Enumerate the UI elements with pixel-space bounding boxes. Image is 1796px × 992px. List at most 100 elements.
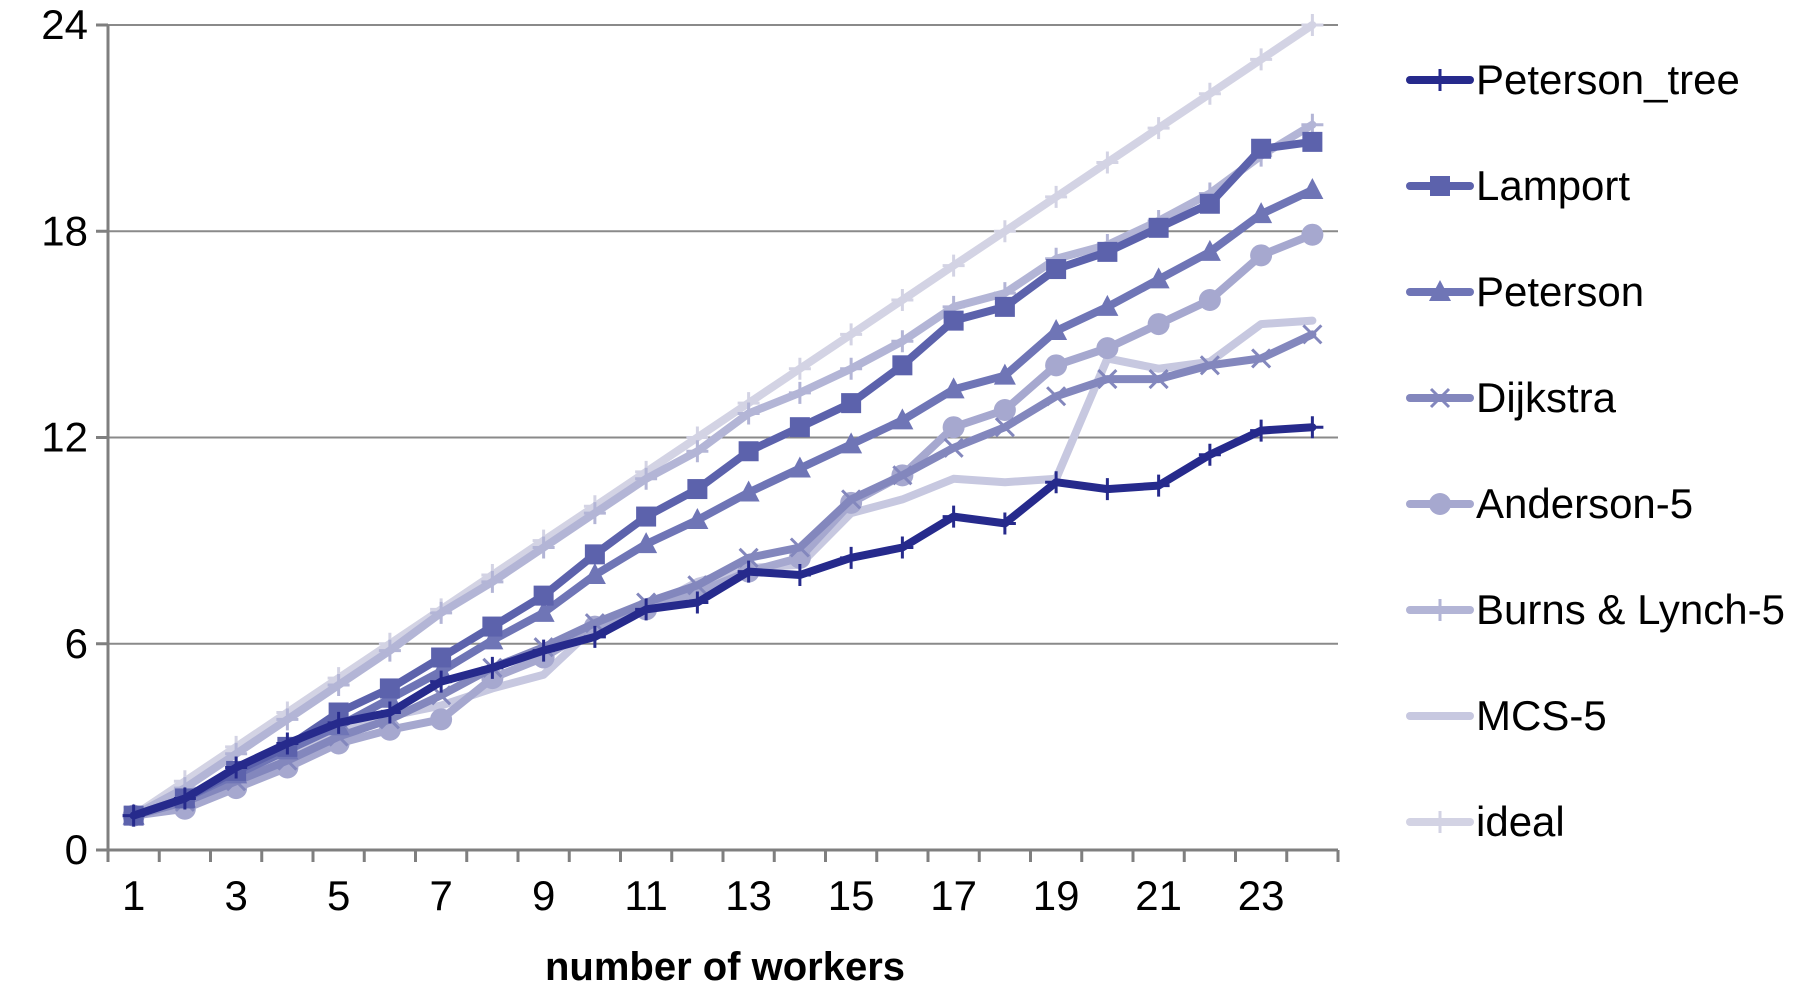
series-line	[129, 186, 1317, 820]
data-point	[378, 701, 401, 724]
data-point	[841, 393, 862, 414]
data-point	[993, 220, 1016, 243]
legend-marker	[1429, 387, 1451, 409]
data-point	[737, 560, 760, 583]
data-point	[993, 512, 1016, 535]
data-point	[1045, 471, 1068, 494]
data-point	[173, 787, 196, 810]
data-point	[1250, 48, 1273, 71]
y-tick-label: 12	[41, 414, 88, 461]
data-point	[379, 678, 400, 699]
data-point	[892, 465, 913, 486]
legend-label: Lamport	[1476, 162, 1630, 209]
data-point	[1045, 354, 1068, 377]
data-point	[738, 547, 759, 568]
data-point	[943, 310, 964, 331]
data-point	[687, 479, 708, 500]
data-point	[942, 254, 965, 277]
legend: Peterson_tree Lamport Peterson Dijkstra Ande…	[1406, 56, 1785, 845]
data-point	[994, 417, 1015, 438]
data-point	[481, 570, 504, 593]
legend-marker	[1429, 280, 1451, 301]
legend-marker	[1429, 811, 1451, 833]
x-tick-label: 7	[429, 872, 452, 919]
data-point	[840, 357, 863, 380]
data-point	[942, 505, 965, 528]
data-point	[327, 674, 350, 696]
data-point	[840, 432, 863, 454]
data-point	[1302, 131, 1323, 152]
data-point	[1147, 117, 1170, 140]
legend-label: Anderson-5	[1476, 480, 1693, 527]
data-point	[430, 708, 453, 731]
data-point	[276, 732, 299, 755]
data-point	[993, 363, 1016, 385]
data-point	[1301, 14, 1324, 36]
data-point	[1096, 294, 1119, 316]
x-tick-label: 15	[828, 872, 875, 919]
data-point	[481, 656, 504, 679]
legend-label: Peterson	[1476, 268, 1644, 315]
data-point	[532, 536, 555, 559]
x-tick-label: 17	[930, 872, 977, 919]
legend-item: Peterson_tree	[1406, 56, 1740, 103]
series-1	[123, 131, 1323, 826]
data-point	[1198, 289, 1221, 311]
y-tick-label: 6	[65, 620, 88, 667]
data-point	[532, 600, 555, 622]
legend-marker	[1430, 176, 1450, 196]
data-point	[532, 639, 555, 662]
data-point	[1198, 239, 1221, 261]
x-tick-label: 11	[624, 872, 668, 919]
data-point	[687, 575, 708, 596]
data-point	[788, 381, 811, 404]
y-tick-label: 18	[41, 207, 88, 254]
data-point	[1251, 138, 1272, 159]
data-point	[1097, 241, 1118, 262]
data-point	[1199, 355, 1220, 376]
data-point	[1251, 348, 1272, 369]
x-tick-label: 23	[1238, 872, 1285, 919]
data-point	[1148, 369, 1169, 390]
legend-item: Burns & Lynch-5	[1406, 586, 1785, 633]
x-tick-label: 13	[725, 872, 772, 919]
data-point	[993, 399, 1016, 421]
series-line	[129, 137, 1317, 820]
legend-label: Peterson_tree	[1476, 56, 1740, 103]
data-point	[583, 625, 606, 648]
data-point	[891, 536, 914, 559]
legend-item: Lamport	[1406, 162, 1630, 209]
data-point	[737, 480, 760, 502]
data-point	[1046, 386, 1067, 407]
legend-label: MCS-5	[1476, 692, 1607, 739]
data-point	[686, 440, 709, 463]
data-point	[584, 544, 605, 565]
data-point	[1250, 202, 1273, 224]
data-point	[1097, 369, 1118, 390]
data-point	[994, 296, 1015, 317]
legend-item: ideal	[1406, 798, 1565, 845]
data-point	[1301, 178, 1324, 199]
data-point	[583, 563, 606, 584]
data-point	[122, 804, 145, 827]
series-3	[123, 324, 1323, 826]
legend-label: ideal	[1476, 798, 1565, 845]
data-point	[1198, 82, 1221, 105]
gridlines	[108, 24, 1338, 645]
legend-item: MCS-5	[1406, 692, 1607, 739]
series-line	[129, 330, 1317, 820]
data-point	[891, 330, 914, 353]
data-point	[1045, 318, 1068, 340]
data-point	[789, 537, 810, 558]
data-point	[1147, 267, 1170, 289]
data-point	[430, 659, 453, 681]
data-point	[737, 402, 760, 425]
data-point	[788, 564, 811, 586]
data-point	[276, 708, 299, 731]
legend-marker	[1429, 69, 1451, 91]
data-point	[635, 598, 658, 621]
data-point	[840, 546, 863, 569]
x-tick-label: 3	[224, 872, 247, 919]
series-line	[129, 120, 1317, 820]
